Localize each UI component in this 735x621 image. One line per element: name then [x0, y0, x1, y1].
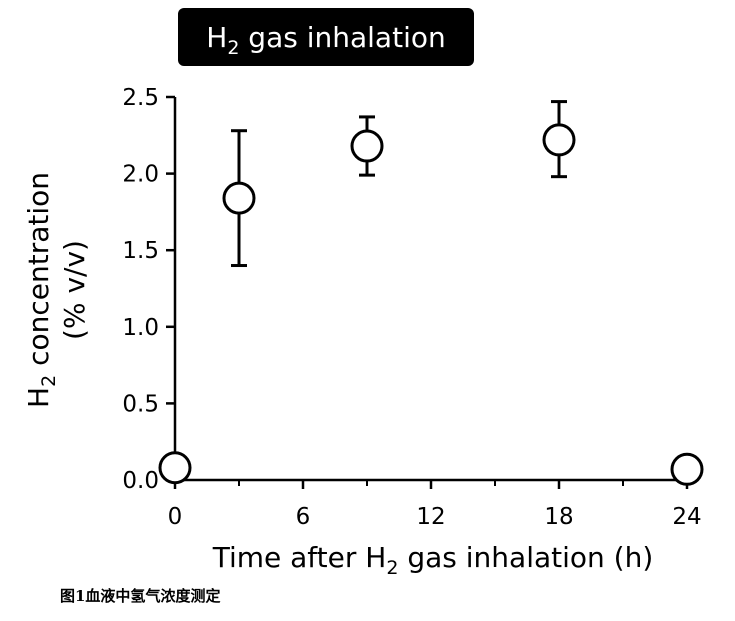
chart: H2 gas inhalation 0.0 0.5 1.0 1.5 2.0 2.5 0 6 1… [22, 8, 704, 579]
y-tick-label: 1.5 [122, 238, 159, 264]
y-tick-label: 2.0 [122, 162, 159, 188]
figure-caption: 图1血液中氢气浓度测定 [60, 587, 221, 605]
title-banner-background [178, 8, 474, 66]
data-point [350, 129, 384, 163]
y-axis-title: H2 concentration (% v/v) [22, 172, 91, 408]
y-tick-label: 0.0 [122, 468, 159, 494]
x-tick-label: 24 [672, 504, 701, 530]
x-axis-title: Time after H2 gas inhalation (h) [212, 541, 654, 579]
x-tick-label: 0 [168, 504, 183, 530]
y-axis-title-line1: H2 concentration [22, 172, 60, 408]
data-point [670, 452, 704, 486]
y-tick-label: 1.0 [122, 315, 159, 341]
chart-title: H2 gas inhalation [206, 21, 445, 59]
data-points [158, 123, 704, 486]
y-tick-label: 0.5 [122, 391, 159, 417]
y-axis-title-line2: (% v/v) [58, 240, 91, 340]
chart-title-banner: H2 gas inhalation [178, 8, 474, 66]
error-bars [231, 100, 567, 268]
y-tick-label: 2.5 [122, 85, 159, 111]
x-tick-label: 6 [296, 504, 311, 530]
x-tick-label: 18 [544, 504, 573, 530]
data-point [542, 123, 576, 157]
data-point [222, 181, 256, 215]
x-tick-label: 12 [416, 504, 445, 530]
data-point [158, 451, 192, 485]
y-axis-ticks: 0.0 0.5 1.0 1.5 2.0 2.5 [122, 85, 175, 494]
x-axis-ticks: 0 6 12 18 24 [168, 480, 702, 530]
